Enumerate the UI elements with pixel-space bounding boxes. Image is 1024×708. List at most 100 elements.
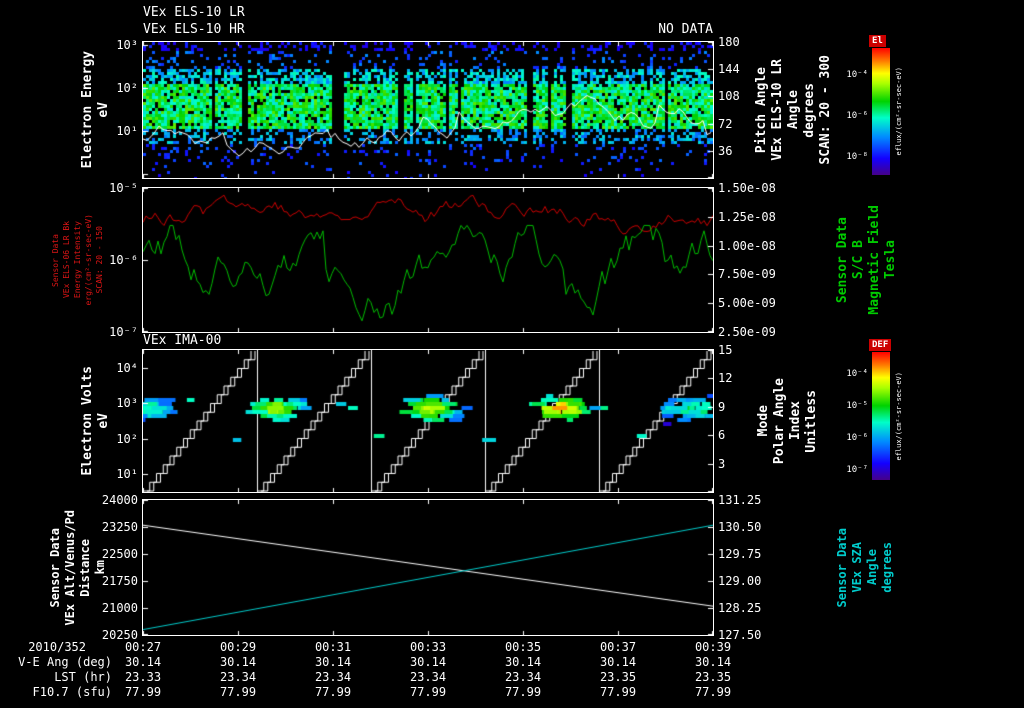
panel4-y2tick-2: 129.75 (718, 547, 762, 561)
panel1-ytick-2: 10¹ (116, 124, 138, 138)
panel4-y2tick-0: 131.25 (718, 493, 762, 507)
panel3-y2tick-2: 9 (718, 400, 726, 414)
panel2-y2tick-1: 1.25e-08 (718, 210, 776, 224)
panel2-right-axis-label-col2: S/C B (851, 240, 866, 280)
panel2-right-axis-label-col3: Magnetic Field (867, 205, 882, 315)
panel4-y2tick-4: 128.25 (718, 601, 762, 615)
row-0-value-1: 30.14 (219, 655, 257, 669)
panel2-right-axis-label-col1: Sensor Data (835, 216, 850, 304)
colorbar1-units: eflux/(cm²-sr-sec-eV) (893, 48, 905, 175)
row-0-value-4: 30.14 (504, 655, 542, 669)
row-0-value-5: 30.14 (599, 655, 637, 669)
panel3-ytick-3: 10¹ (116, 467, 138, 481)
row-0-value-2: 30.14 (314, 655, 352, 669)
panel3-right-axis-label-col2: Polar Angle (772, 377, 787, 465)
els-spectrogram-plot (142, 41, 714, 179)
panel4-y2tick-3: 129.00 (718, 574, 762, 588)
row-1-value-0: 23.33 (124, 670, 162, 684)
panel2-y2tick-3: 7.50e-09 (718, 267, 776, 281)
row-1-value-2: 23.34 (314, 670, 352, 684)
colorbar2-tick-2: 10⁻⁶ (846, 433, 868, 443)
panel1-left-axis-label: Electron Energy eV (76, 42, 116, 178)
row-1-value-4: 23.34 (504, 670, 542, 684)
panel1-title-line2: VEx ELS-10 HR (143, 22, 245, 37)
panel4-right-axis-label-col3: Angle (865, 549, 879, 586)
row-2-value-2: 77.99 (314, 685, 352, 699)
row-2-value-1: 77.99 (219, 685, 257, 699)
colorbar1-tick-2: 10⁻⁸ (846, 152, 868, 162)
row-1-value-3: 23.34 (409, 670, 447, 684)
colorbar2-tick-1: 10⁻⁵ (846, 401, 868, 411)
panel1-right-axis-label-col3: Angle (786, 90, 801, 130)
lst-row-label: LST (hr) (54, 670, 112, 684)
panel3-right-axis-label: Mode Polar Angle Index Unitless (756, 350, 820, 492)
panel4-right-axis-label-col4: degrees (880, 542, 894, 593)
panel3-y2tick-1: 12 (718, 371, 733, 385)
colorbar2-tick-3: 10⁻⁷ (846, 465, 868, 475)
panel4-right-axis-label-col1: Sensor Data (835, 527, 849, 608)
intensity-bfield-plot (142, 187, 714, 333)
colorbar2-gradient (872, 352, 890, 480)
panel4-ytick-2: 22500 (101, 547, 138, 561)
time-tick-5: 00:37 (599, 640, 637, 654)
panel3-right-axis-label-col1: Mode (756, 405, 771, 437)
panel3-y2tick-3: 6 (718, 428, 726, 442)
colorbar2-tick-0: 10⁻⁴ (846, 369, 868, 379)
row-0-value-0: 30.14 (124, 655, 162, 669)
panel1-ytick-0: 10³ (116, 38, 138, 52)
panel2-left-axis-label-col1: Sensor Data (50, 233, 60, 287)
panel4-ytick-5: 20250 (101, 628, 138, 642)
panel4-ytick-4: 21000 (101, 601, 138, 615)
panel3-right-axis-label-col3: Index (788, 401, 803, 441)
ima-spectrogram-plot (142, 349, 714, 493)
panel4-left-axis-label-col1: Sensor Data (48, 527, 62, 608)
panel4-ytick-1: 23250 (101, 520, 138, 534)
panel2-left-axis-label-col2: VEx ELS-06 LR Bk (61, 221, 71, 299)
panel3-ytick-2: 10² (116, 432, 138, 446)
time-tick-0: 00:27 (124, 640, 162, 654)
panel1-right-axis-label-col5: SCAN: 20 - 300 (818, 55, 833, 165)
panel2-y2tick-0: 1.50e-08 (718, 181, 776, 195)
panel3-y2tick-4: 3 (718, 457, 726, 471)
panel3-ytick-0: 10⁴ (116, 361, 138, 375)
panel3-left-axis-label-col2: eV (96, 413, 111, 429)
time-tick-2: 00:31 (314, 640, 352, 654)
colorbar2-tag: DEF (869, 339, 892, 351)
panel1-y2tick-1: 144 (718, 62, 740, 76)
ve-angle-row-label: V-E Ang (deg) (18, 655, 112, 669)
panel2-y2tick-4: 5.00e-09 (718, 296, 776, 310)
panel1-right-axis-label-col4: degrees (802, 82, 817, 138)
panel2-y2tick-5: 2.50e-09 (718, 325, 776, 339)
panel3-right-axis-label-col4: Unitless (804, 389, 819, 453)
panel4-left-axis-label-col4: km (93, 560, 107, 575)
panel1-y2tick-3: 72 (718, 117, 733, 131)
row-2-value-3: 77.99 (409, 685, 447, 699)
colorbar1-units-text: eflux/(cm²-sr-sec-eV) (895, 67, 903, 156)
panel1-y2tick-2: 108 (718, 89, 740, 103)
panel4-left-axis-label-col2: VEx Alt/Venus/Pd (63, 509, 77, 626)
time-tick-4: 00:35 (504, 640, 542, 654)
row-1-value-1: 23.34 (219, 670, 257, 684)
panel1-ytick-1: 10² (116, 81, 138, 95)
row-2-value-5: 77.99 (599, 685, 637, 699)
panel1-left-axis-label-col1: Electron Energy (80, 51, 95, 169)
row-1-value-6: 23.35 (694, 670, 732, 684)
panel4-ytick-0: 24000 (101, 493, 138, 507)
panel2-ytick-2: 10⁻⁷ (109, 325, 138, 339)
panel3-y2tick-0: 15 (718, 343, 733, 357)
panel2-y2tick-2: 1.00e-08 (718, 239, 776, 253)
panel2-left-axis-label-col3: Energy Intensity (72, 221, 82, 299)
panel1-y2tick-4: 36 (718, 144, 733, 158)
panel2-ytick-0: 10⁻⁵ (109, 181, 138, 195)
panel1-y2tick-0: 180 (718, 35, 740, 49)
colorbar2-units-text: eflux/(cm²-sr-sec-eV) (895, 371, 903, 461)
row-2-value-6: 77.99 (694, 685, 732, 699)
panel2-right-axis-label: Sensor Data S/C B Magnetic Field Tesla (835, 188, 898, 332)
panel4-ytick-3: 21750 (101, 574, 138, 588)
row-2-value-0: 77.99 (124, 685, 162, 699)
panel4-y2tick-1: 130.50 (718, 520, 762, 534)
panel2-ytick-1: 10⁻⁶ (109, 253, 138, 267)
panel3-ytick-1: 10³ (116, 396, 138, 410)
panel2-right-axis-label-col4: Tesla (883, 240, 898, 280)
